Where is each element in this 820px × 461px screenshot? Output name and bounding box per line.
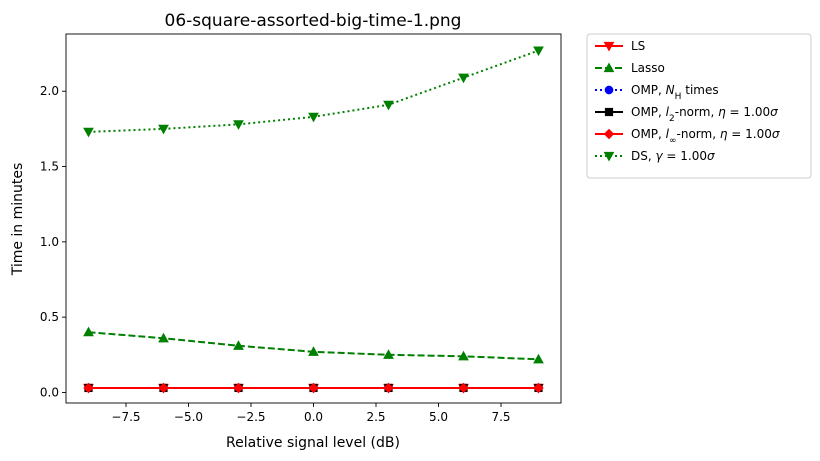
series-4: [83, 382, 544, 394]
series-5: [83, 46, 544, 138]
x-tick-label: −5.0: [174, 410, 203, 424]
legend: LS Lasso OMP, NH times OMP, l2-norm, η = 1.…: [586, 33, 812, 179]
legend-label: OMP, l∞-norm, η = 1.00σ: [631, 127, 780, 146]
legend-entry: Lasso: [595, 61, 665, 75]
legend-entry: OMP, NH times: [595, 83, 719, 102]
x-tick-label: 2.5: [366, 410, 385, 424]
data-point: [233, 340, 244, 350]
data-point: [383, 100, 394, 111]
legend-entry: DS, γ = 1.00σ: [595, 149, 715, 163]
data-point: [383, 349, 394, 359]
data-point: [458, 350, 469, 361]
x-tick-label: −2.5: [236, 410, 265, 424]
legend-entry: OMP, l2-norm, η = 1.00σ: [595, 105, 778, 124]
y-tick-label: 0.0: [40, 385, 59, 399]
legend-entry: LS: [595, 39, 645, 53]
legend-marker: [603, 151, 615, 162]
y-tick-label: 2.0: [40, 84, 59, 98]
y-tick-label: 0.5: [40, 310, 59, 324]
legend-marker: [603, 128, 615, 140]
legend-label: LS: [631, 39, 645, 53]
y-axis-label: Time in minutes: [10, 163, 26, 277]
legend-label: Lasso: [631, 61, 665, 75]
data-point: [158, 332, 169, 343]
data-point: [233, 120, 244, 130]
legend-entry: OMP, l∞-norm, η = 1.00σ: [595, 127, 780, 146]
data-point: [458, 382, 469, 394]
data-point: [83, 382, 94, 394]
data-point: [308, 112, 319, 123]
legend-label: DS, γ = 1.00σ: [631, 149, 715, 163]
y-axis-ticks: 0.0 0.5 1.0 1.5 2.0: [40, 84, 66, 399]
legend-marker: [603, 62, 615, 73]
data-point: [308, 346, 319, 356]
data-point: [383, 382, 394, 394]
y-tick-label: 1.0: [40, 235, 59, 249]
legend-label: OMP, NH times: [631, 83, 719, 102]
legend-label: OMP, l2-norm, η = 1.00σ: [631, 105, 778, 124]
data-point: [158, 382, 169, 394]
data-point: [158, 124, 169, 135]
legend-box: [586, 33, 812, 179]
data-point: [83, 127, 94, 138]
data-point: [233, 382, 244, 394]
y-tick-label: 1.5: [40, 160, 59, 174]
series-layer: [83, 46, 544, 394]
legend-marker: [604, 85, 614, 95]
chart-title: 06-square-assorted-big-time-1.png: [165, 11, 462, 31]
x-axis-label: Relative signal level (dB): [226, 435, 400, 451]
x-tick-label: −7.5: [111, 410, 140, 424]
data-point: [458, 73, 469, 84]
data-point: [308, 382, 319, 394]
x-tick-label: 5.0: [429, 410, 448, 424]
legend-marker: [603, 41, 615, 52]
data-point: [83, 326, 94, 337]
x-tick-label: 0.0: [304, 410, 323, 424]
legend-marker: [604, 107, 614, 117]
data-point: [533, 46, 544, 57]
data-point: [533, 382, 544, 394]
series-1: [83, 326, 544, 364]
x-tick-label: 7.5: [491, 410, 510, 424]
x-axis-ticks: −7.5 −5.0 −2.5 0.0 2.5 5.0 7.5: [111, 403, 511, 424]
data-point: [533, 353, 544, 364]
